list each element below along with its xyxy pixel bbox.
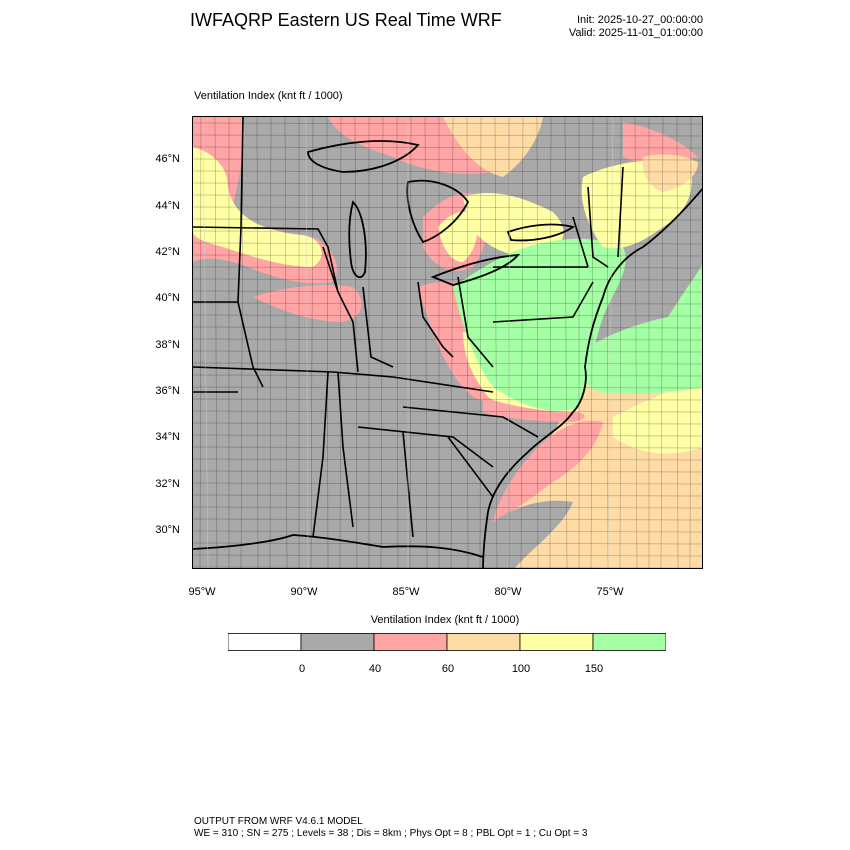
valid-time: Valid: 2025-11-01_01:00:00: [568, 27, 703, 39]
colorbar-label-40: 40: [368, 663, 382, 675]
lat-label-36: 36°N: [155, 385, 180, 397]
colorbar-title: Ventilation Index (knt ft / 1000): [370, 614, 520, 626]
colorbar-label-0: 0: [298, 663, 306, 675]
lat-label-34: 34°N: [155, 431, 180, 443]
map-panel: [192, 116, 703, 569]
lon-label-75: 75°W: [596, 586, 624, 598]
map-canvas: [193, 117, 702, 568]
lat-label-32: 32°N: [155, 478, 180, 490]
lat-label-44: 44°N: [155, 200, 180, 212]
footer-config: WE = 310 ; SN = 275 ; Levels = 38 ; Dis …: [194, 828, 588, 839]
colorbar-box-5: [592, 633, 667, 651]
field-label: Ventilation Index (knt ft / 1000): [194, 90, 343, 102]
county-grid: [193, 117, 702, 568]
colorbar: [227, 633, 667, 651]
footer-model: OUTPUT FROM WRF V4.6.1 MODEL: [194, 816, 363, 827]
county-lines: [193, 117, 702, 568]
init-time: Init: 2025-10-27_00:00:00: [577, 14, 703, 26]
coastline: [482, 187, 702, 568]
colorbar-label-100: 100: [511, 663, 531, 675]
colorbar-box-2: [373, 633, 448, 651]
ocean-zone-pink: [493, 420, 603, 522]
colorbar-label-150: 150: [584, 663, 604, 675]
newengland-zone-orange: [642, 154, 698, 192]
lat-label-46: 46°N: [155, 153, 180, 165]
michigan-zone-yellow: [438, 211, 478, 262]
gulf-coastline: [193, 534, 484, 558]
lake-erie-outline: [430, 253, 521, 286]
colorbar-box-1: [300, 633, 375, 651]
north-east-pink: [623, 122, 698, 163]
lon-label-95: 95°W: [188, 586, 216, 598]
lake-huron-outline: [406, 179, 470, 244]
lake-superior-outline: [307, 140, 420, 173]
colorbar-box-3: [446, 633, 521, 651]
lon-label-85: 85°W: [392, 586, 420, 598]
page-title: IWFAQRP Eastern US Real Time WRF: [190, 10, 502, 30]
ocean-zone-gray: [483, 500, 573, 568]
colorbar-box-4: [519, 633, 594, 651]
lake-michigan-outline: [348, 200, 367, 279]
north-zone-orange: [443, 117, 543, 177]
ontario-zone-yellow: [463, 192, 564, 257]
colorbar-svg: [227, 633, 667, 651]
illinois-zone-pink: [253, 285, 362, 322]
lat-label-30: 30°N: [155, 524, 180, 536]
graticule: [202, 117, 614, 568]
lat-label-42: 42°N: [155, 246, 180, 258]
midwest-zone-yellow: [193, 147, 322, 267]
colorbar-box-0: [227, 633, 302, 651]
state-borders: [193, 117, 624, 538]
lon-label-90: 90°W: [290, 586, 318, 598]
lake-ontario-outline: [506, 223, 576, 242]
lon-label-80: 80°W: [494, 586, 522, 598]
colorbar-label-60: 60: [441, 663, 455, 675]
lat-label-40: 40°N: [155, 292, 180, 304]
lat-label-38: 38°N: [155, 339, 180, 351]
